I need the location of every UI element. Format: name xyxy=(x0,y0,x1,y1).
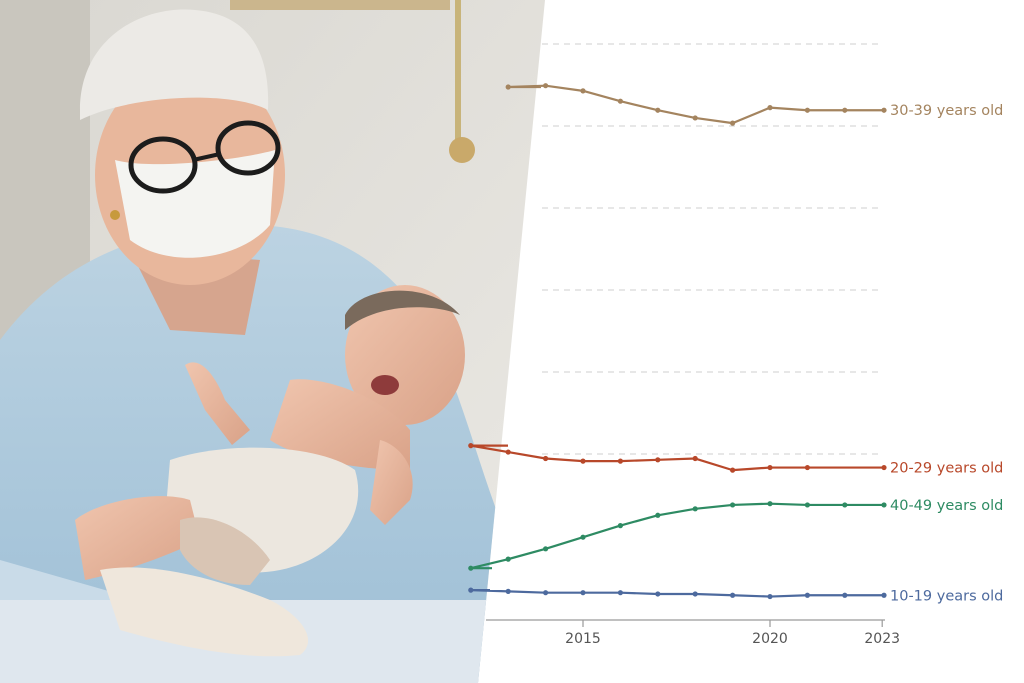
data-point xyxy=(881,502,887,508)
data-point xyxy=(804,592,811,598)
data-point xyxy=(543,590,549,596)
data-point xyxy=(767,501,773,507)
series-line xyxy=(507,84,884,125)
data-point xyxy=(730,592,736,598)
series-label: 10-19 years old xyxy=(890,588,1003,604)
data-point xyxy=(655,591,661,597)
data-point xyxy=(505,84,511,90)
data-point xyxy=(468,443,474,449)
data-point xyxy=(505,556,511,562)
data-point xyxy=(617,523,624,529)
series-label: 40-49 years old xyxy=(890,498,1003,514)
series-labels: 30-39 years old 20-29 years old 40-49 year… xyxy=(890,103,1003,604)
data-point xyxy=(692,455,698,462)
data-point xyxy=(804,107,811,113)
data-point xyxy=(804,464,811,471)
series-label: 20-29 years old xyxy=(890,461,1003,477)
data-point xyxy=(617,458,624,464)
data-point xyxy=(767,593,773,600)
data-point xyxy=(881,107,887,113)
series-line xyxy=(469,444,884,472)
data-point xyxy=(543,83,549,89)
series-label: 30-39 years old xyxy=(890,103,1003,119)
data-point xyxy=(730,467,736,473)
data-point xyxy=(580,534,586,540)
data-point xyxy=(842,107,848,113)
gridlines xyxy=(542,43,880,455)
data-point xyxy=(655,512,661,518)
data-point xyxy=(881,464,887,471)
data-point xyxy=(468,565,474,571)
data-point xyxy=(692,506,698,512)
data-point xyxy=(580,458,586,464)
data-point xyxy=(580,590,586,596)
data-point xyxy=(505,449,511,455)
data-point xyxy=(505,588,511,594)
series-line xyxy=(469,502,884,570)
data-point xyxy=(655,107,661,113)
data-point xyxy=(767,105,773,111)
x-tick-label: 2023 xyxy=(864,631,900,647)
data-point xyxy=(468,587,474,593)
series-line xyxy=(469,588,884,598)
data-point xyxy=(804,502,811,508)
data-point xyxy=(617,98,624,104)
data-point xyxy=(692,115,698,121)
data-point xyxy=(692,591,698,597)
data-point xyxy=(730,502,736,508)
data-point xyxy=(842,592,848,598)
data-point xyxy=(881,592,887,598)
data-point xyxy=(767,464,773,471)
x-tick-label: 2020 xyxy=(752,631,788,647)
data-point xyxy=(730,120,736,126)
data-point xyxy=(543,546,549,552)
series-lines xyxy=(468,83,887,600)
data-point xyxy=(655,457,661,463)
data-point xyxy=(543,455,549,462)
x-tick-label: 2015 xyxy=(565,631,601,647)
data-point xyxy=(842,502,848,508)
data-point xyxy=(580,88,586,94)
data-point xyxy=(617,590,624,596)
x-axis: 2015 2020 2023 xyxy=(486,619,900,647)
